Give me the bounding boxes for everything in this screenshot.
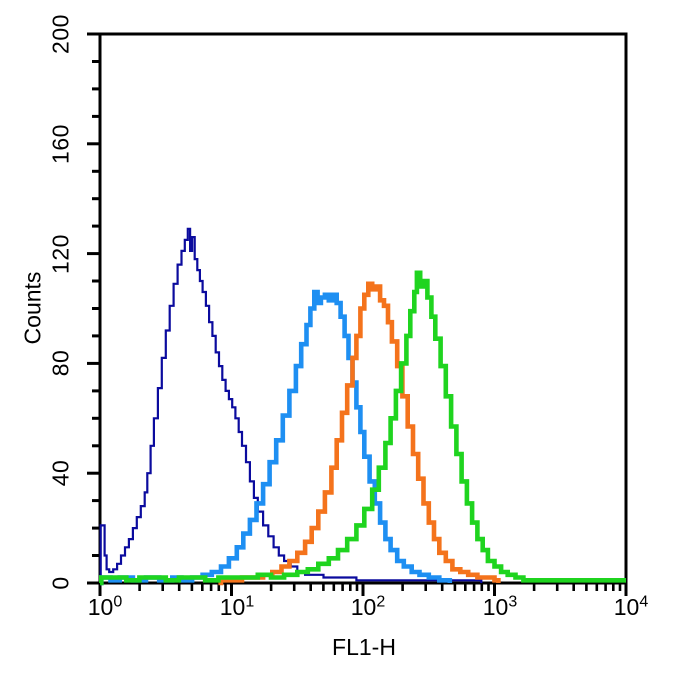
x-tick-exponent: 3 [508,593,518,611]
x-tick-exponent: 2 [376,593,386,611]
x-tick-label: 100 [87,593,123,620]
x-tick-exponent: 1 [245,593,255,611]
y-tick-label: 0 [47,576,74,590]
x-axis-title: FL1-H [332,634,396,660]
x-tick-exponent: 4 [639,593,649,611]
x-tick-exponent: 0 [113,593,123,611]
y-tick-label: 200 [47,14,74,54]
x-tick-label: 101 [219,593,255,620]
x-tick-label: 104 [613,593,649,620]
y-tick-label: 80 [47,349,74,377]
series-navy [99,227,483,585]
series-orange [218,281,501,586]
series-green [99,270,626,586]
x-tick-label: 103 [482,593,518,620]
series-light-blue [99,289,453,586]
y-tick-label: 160 [47,124,74,164]
x-tick-label: 102 [350,593,386,620]
y-tick-label: 40 [47,459,74,487]
y-tick-label: 120 [47,234,74,274]
y-axis-title: Counts [19,271,46,345]
